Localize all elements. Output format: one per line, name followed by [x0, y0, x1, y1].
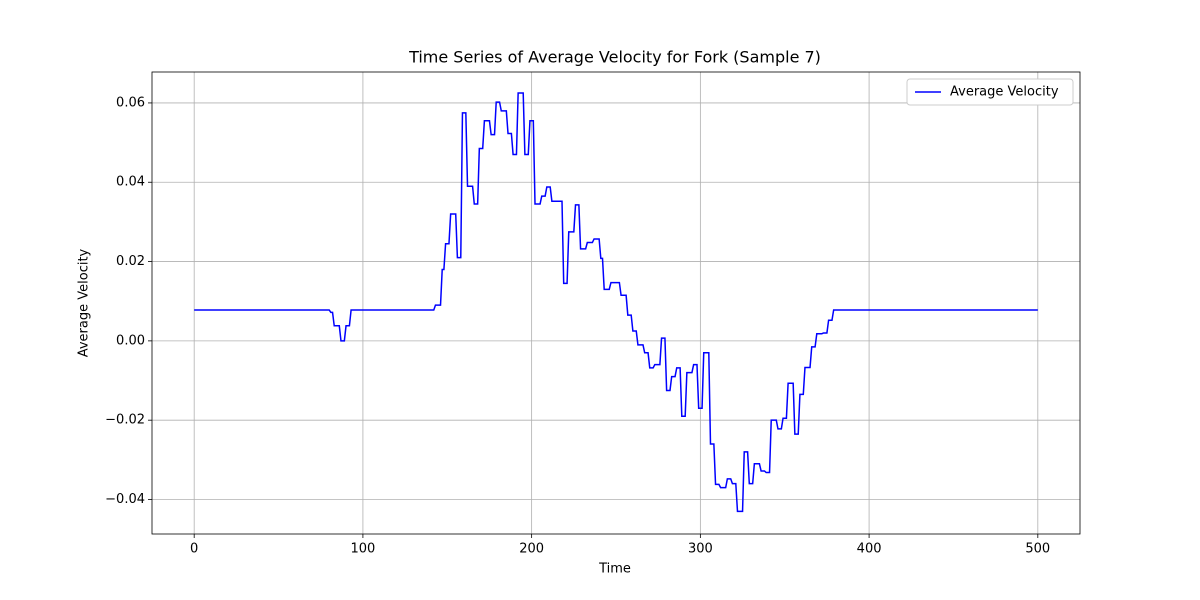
chart-title: Time Series of Average Velocity for Fork…	[408, 48, 821, 67]
x-axis-label: Time	[598, 562, 631, 577]
x-tick-label: 500	[1025, 542, 1050, 557]
y-tick-label: 0.06	[116, 95, 145, 110]
y-tick-label: 0.02	[116, 254, 145, 269]
x-tick-label: 300	[688, 542, 713, 557]
y-tick-label: 0.00	[116, 333, 145, 348]
y-tick-label: 0.04	[116, 175, 145, 190]
plot-frame	[151, 71, 1081, 535]
x-tick-label: 100	[350, 542, 375, 557]
legend-label: Average Velocity	[950, 85, 1059, 100]
x-tick-label: 400	[857, 542, 882, 557]
y-axis-label: Average Velocity	[77, 248, 92, 357]
data-line	[194, 92, 1038, 513]
x-tick-label: 0	[190, 542, 198, 557]
y-tick-label: −0.04	[105, 492, 145, 507]
x-tick-label: 200	[519, 542, 544, 557]
y-tick-label: −0.02	[105, 413, 145, 428]
legend-box	[906, 78, 1074, 106]
